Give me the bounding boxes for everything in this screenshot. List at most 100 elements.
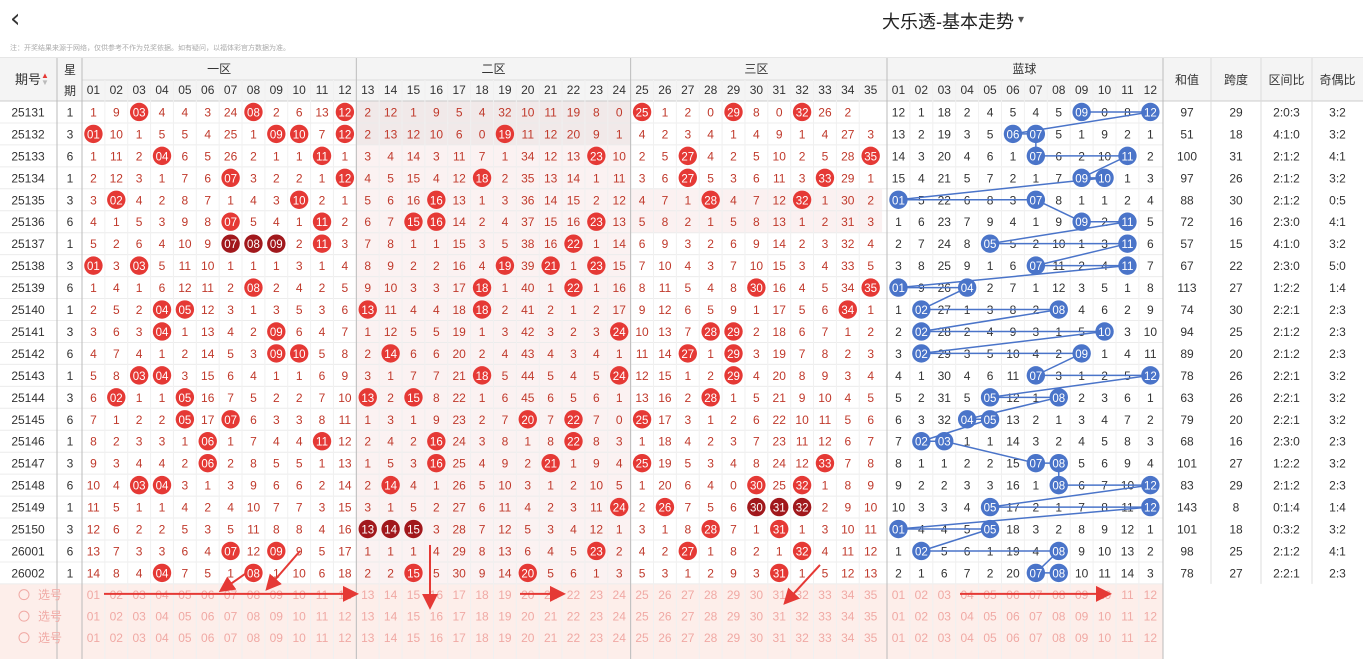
select-red-number[interactable]: 32: [795, 631, 809, 645]
select-red-number[interactable]: 01: [87, 631, 101, 645]
select-red-number[interactable]: 07: [224, 588, 238, 602]
select-red-number[interactable]: 17: [453, 631, 467, 645]
select-red-number[interactable]: 05: [178, 631, 192, 645]
select-blue-number[interactable]: 07: [1029, 588, 1043, 602]
select-red-number[interactable]: 17: [453, 588, 467, 602]
select-red-number[interactable]: 17: [453, 610, 467, 624]
select-red-number[interactable]: 09: [270, 588, 284, 602]
select-red-number[interactable]: 27: [681, 610, 695, 624]
select-red-number[interactable]: 10: [292, 631, 306, 645]
select-blue-number[interactable]: 04: [960, 610, 974, 624]
select-blue-number[interactable]: 03: [938, 588, 952, 602]
select-blue-number[interactable]: 01: [892, 610, 906, 624]
select-red-number[interactable]: 26: [658, 588, 672, 602]
select-red-number[interactable]: 03: [132, 631, 146, 645]
select-blue-number[interactable]: 05: [983, 588, 997, 602]
select-red-number[interactable]: 29: [727, 610, 741, 624]
select-blue-number[interactable]: 08: [1052, 631, 1066, 645]
select-red-number[interactable]: 20: [521, 631, 535, 645]
select-radio[interactable]: [18, 589, 30, 601]
select-radio[interactable]: [18, 610, 30, 622]
select-red-number[interactable]: 12: [338, 631, 352, 645]
select-blue-number[interactable]: 10: [1098, 610, 1112, 624]
select-red-number[interactable]: 33: [818, 610, 832, 624]
select-red-number[interactable]: 09: [270, 610, 284, 624]
select-red-number[interactable]: 30: [750, 631, 764, 645]
select-red-number[interactable]: 06: [201, 588, 215, 602]
select-red-number[interactable]: 04: [155, 631, 169, 645]
select-red-number[interactable]: 34: [841, 610, 855, 624]
select-red-number[interactable]: 02: [110, 631, 124, 645]
select-red-number[interactable]: 35: [864, 610, 878, 624]
select-red-number[interactable]: 22: [567, 631, 581, 645]
select-red-number[interactable]: 31: [773, 588, 787, 602]
select-red-number[interactable]: 10: [292, 610, 306, 624]
select-blue-number[interactable]: 11: [1121, 588, 1134, 602]
select-red-number[interactable]: 23: [590, 610, 604, 624]
select-red-number[interactable]: 14: [384, 631, 398, 645]
select-red-number[interactable]: 04: [155, 588, 169, 602]
select-red-number[interactable]: 30: [750, 588, 764, 602]
select-red-number[interactable]: 02: [110, 610, 124, 624]
select-red-number[interactable]: 16: [430, 631, 444, 645]
select-red-number[interactable]: 21: [544, 588, 558, 602]
select-red-number[interactable]: 28: [704, 588, 718, 602]
select-red-number[interactable]: 19: [498, 588, 512, 602]
select-red-number[interactable]: 11: [316, 610, 329, 624]
select-blue-number[interactable]: 10: [1098, 588, 1112, 602]
select-blue-number[interactable]: 05: [983, 610, 997, 624]
select-red-number[interactable]: 18: [475, 610, 489, 624]
select-red-number[interactable]: 26: [658, 610, 672, 624]
select-red-number[interactable]: 24: [613, 610, 627, 624]
select-red-number[interactable]: 22: [567, 588, 581, 602]
select-red-number[interactable]: 13: [361, 631, 375, 645]
select-red-number[interactable]: 01: [87, 588, 101, 602]
select-red-number[interactable]: 23: [590, 588, 604, 602]
select-red-number[interactable]: 08: [247, 631, 261, 645]
select-red-number[interactable]: 10: [292, 588, 306, 602]
select-red-number[interactable]: 32: [795, 610, 809, 624]
select-red-number[interactable]: 15: [407, 588, 421, 602]
select-red-number[interactable]: 28: [704, 631, 718, 645]
select-red-number[interactable]: 35: [864, 588, 878, 602]
select-blue-number[interactable]: 03: [938, 610, 952, 624]
select-red-number[interactable]: 18: [475, 588, 489, 602]
select-red-number[interactable]: 18: [475, 631, 489, 645]
select-blue-number[interactable]: 07: [1029, 610, 1043, 624]
select-blue-number[interactable]: 06: [1006, 588, 1020, 602]
select-red-number[interactable]: 16: [430, 588, 444, 602]
select-red-number[interactable]: 16: [430, 610, 444, 624]
select-blue-number[interactable]: 02: [915, 631, 929, 645]
select-blue-number[interactable]: 10: [1098, 631, 1112, 645]
select-red-number[interactable]: 03: [132, 610, 146, 624]
chevron-left-icon[interactable]: ‹: [10, 4, 21, 34]
select-red-number[interactable]: 34: [841, 631, 855, 645]
select-red-number[interactable]: 08: [247, 588, 261, 602]
select-blue-number[interactable]: 08: [1052, 588, 1066, 602]
select-red-number[interactable]: 27: [681, 631, 695, 645]
select-red-number[interactable]: 26: [658, 631, 672, 645]
select-blue-number[interactable]: 09: [1075, 588, 1089, 602]
select-blue-number[interactable]: 06: [1006, 610, 1020, 624]
select-red-number[interactable]: 09: [270, 631, 284, 645]
select-red-number[interactable]: 27: [681, 588, 695, 602]
select-red-number[interactable]: 28: [704, 610, 718, 624]
select-blue-number[interactable]: 08: [1052, 610, 1066, 624]
select-red-number[interactable]: 21: [544, 631, 558, 645]
select-red-number[interactable]: 31: [773, 631, 787, 645]
select-red-number[interactable]: 04: [155, 610, 169, 624]
select-red-number[interactable]: 21: [544, 610, 558, 624]
select-red-number[interactable]: 25: [635, 588, 649, 602]
select-red-number[interactable]: 07: [224, 610, 238, 624]
select-red-number[interactable]: 14: [384, 588, 398, 602]
select-red-number[interactable]: 03: [132, 588, 146, 602]
select-red-number[interactable]: 23: [590, 631, 604, 645]
select-red-number[interactable]: 34: [841, 588, 855, 602]
select-red-number[interactable]: 33: [818, 588, 832, 602]
select-red-number[interactable]: 33: [818, 631, 832, 645]
select-red-number[interactable]: 12: [338, 588, 352, 602]
select-red-number[interactable]: 29: [727, 588, 741, 602]
select-blue-number[interactable]: 12: [1144, 631, 1158, 645]
select-radio[interactable]: [18, 632, 30, 644]
select-red-number[interactable]: 13: [361, 610, 375, 624]
